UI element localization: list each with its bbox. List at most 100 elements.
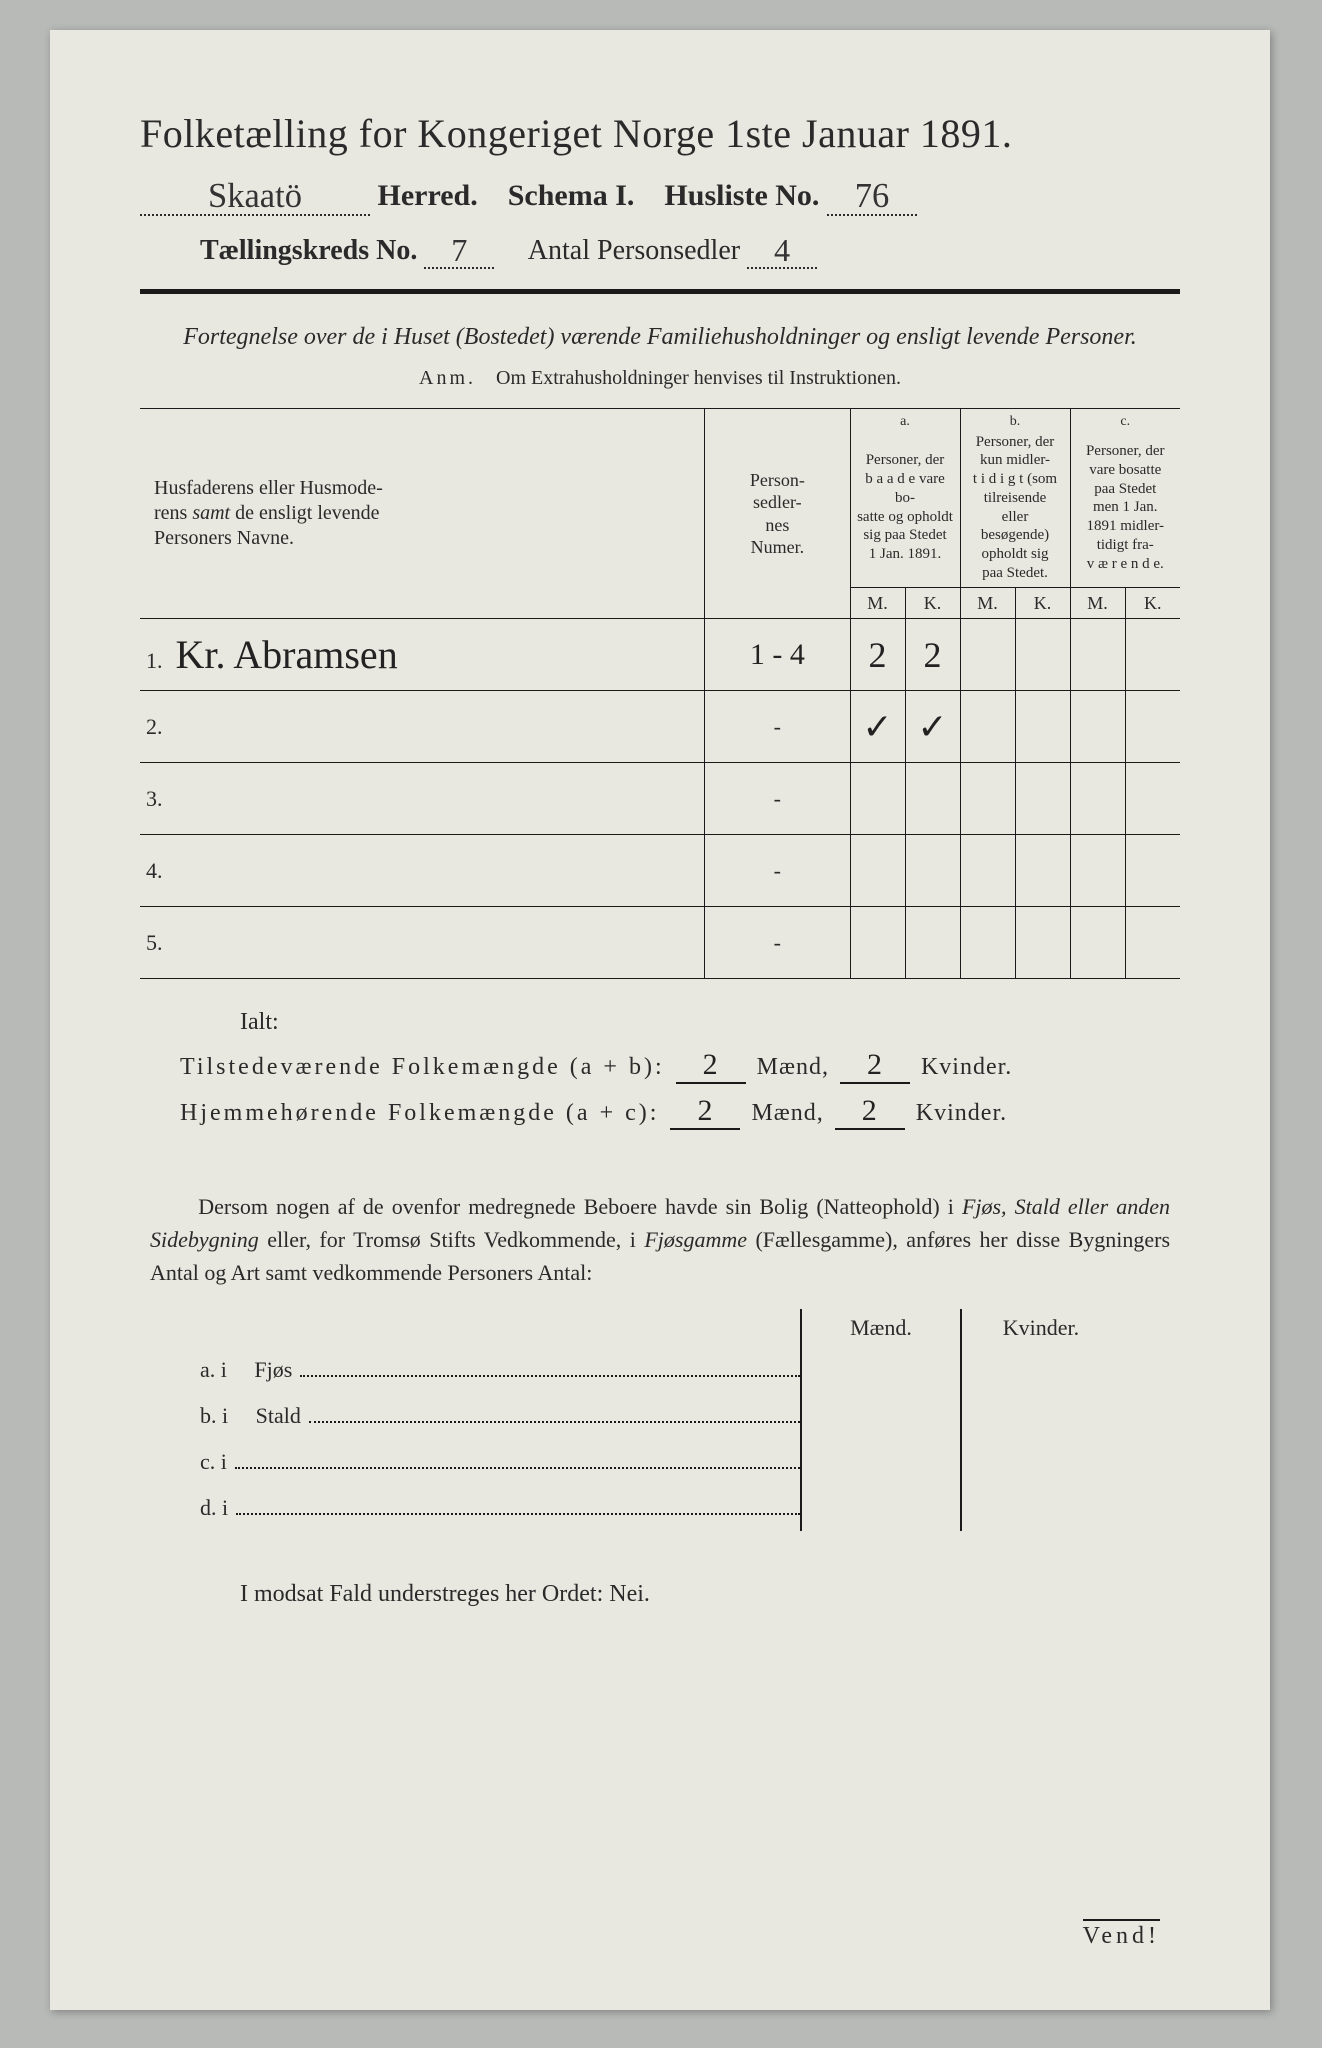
grp-a-body: Personer, derb a a d e vare bo-satte og …: [850, 433, 960, 588]
cell: [850, 763, 905, 835]
cell: [1070, 763, 1125, 835]
herred-value: Skaatö: [140, 175, 370, 216]
maend-label: Mænd,: [751, 1100, 823, 1126]
row-name: Kr. Abramsen: [176, 632, 398, 677]
side-cell: [960, 1393, 1120, 1439]
fjos-paragraph: Dersom nogen af de ovenfor medregnede Be…: [150, 1190, 1170, 1289]
table-row: 5. -: [140, 907, 1180, 979]
side-table: Mænd. Kvinder. a. i Fjøs b. i Stald c. i…: [200, 1309, 1180, 1531]
row-sedler: -: [705, 907, 850, 979]
side-cell: [960, 1347, 1120, 1393]
husliste-label: Husliste No.: [664, 179, 819, 212]
cell: [960, 691, 1015, 763]
cell: [1015, 691, 1070, 763]
cell: [1125, 619, 1180, 691]
census-form-page: Folketælling for Kongeriget Norge 1ste J…: [50, 30, 1270, 2010]
grp-c-body: Personer, dervare bosattepaa Stedetmen 1…: [1070, 433, 1180, 588]
kreds-line: Tællingskreds No. 7 Antal Personsedler 4: [140, 230, 1180, 269]
table-row: 4. -: [140, 835, 1180, 907]
kvinder-label: Kvinder.: [916, 1100, 1007, 1126]
totals-value: 2: [703, 1048, 719, 1081]
c-k: K.: [1125, 587, 1180, 619]
cell: [905, 835, 960, 907]
herred-label: Herred.: [378, 179, 478, 212]
totals-resident: Hjemmehørende Folkemængde (a + c): 2 Mæn…: [180, 1094, 1180, 1130]
row-sedler: -: [705, 835, 850, 907]
row-num: 5.: [146, 930, 170, 956]
cell: ✓: [850, 691, 905, 763]
b-k: K.: [1015, 587, 1070, 619]
cell: 2: [905, 619, 960, 691]
vend-label: Vend!: [1083, 1919, 1160, 1950]
col-names-header: Husfaderens eller Husmode-rens samt de e…: [140, 409, 705, 619]
cell: [1125, 835, 1180, 907]
c-m: M.: [1070, 587, 1125, 619]
cell: [1015, 619, 1070, 691]
side-cell: [800, 1393, 960, 1439]
form-subtitle: Fortegnelse over de i Huset (Bostedet) v…: [180, 322, 1140, 353]
totals-value: 2: [867, 1048, 883, 1081]
totals-value: 2: [697, 1094, 713, 1127]
side-cell: [960, 1439, 1120, 1485]
side-cell: [960, 1485, 1120, 1531]
table-row: 3. -: [140, 763, 1180, 835]
side-cell: [800, 1347, 960, 1393]
side-cell: [800, 1439, 960, 1485]
side-row: b. i Stald: [200, 1393, 800, 1439]
side-cell: [800, 1485, 960, 1531]
maend-label: Mænd,: [757, 1054, 829, 1080]
totals-value: 2: [862, 1094, 878, 1127]
row-sedler: -: [705, 691, 850, 763]
side-maend-header: Mænd.: [800, 1309, 960, 1347]
cell: [960, 907, 1015, 979]
cell: [905, 907, 960, 979]
cell: [1070, 691, 1125, 763]
cell: [1125, 907, 1180, 979]
cell: ✓: [905, 691, 960, 763]
row-sedler: -: [705, 763, 850, 835]
heavy-rule: [140, 289, 1180, 294]
b-m: M.: [960, 587, 1015, 619]
kvinder-label: Kvinder.: [921, 1054, 1012, 1080]
husliste-value: 76: [827, 175, 917, 216]
census-table: Husfaderens eller Husmode-rens samt de e…: [140, 408, 1180, 979]
side-row: a. i Fjøs: [200, 1347, 800, 1393]
totals-present: Tilstedeværende Folkemængde (a + b): 2 M…: [180, 1048, 1180, 1084]
cell: [1125, 763, 1180, 835]
side-row: d. i: [200, 1485, 800, 1531]
table-row: 2. - ✓ ✓: [140, 691, 1180, 763]
totals-label: Hjemmehørende Folkemængde (a + c):: [180, 1100, 659, 1126]
grp-a-top: a.: [850, 409, 960, 433]
side-row: c. i: [200, 1439, 800, 1485]
cell: [1015, 763, 1070, 835]
cell: [1015, 907, 1070, 979]
ialt-label: Ialt:: [240, 1009, 1180, 1036]
cell: [1070, 835, 1125, 907]
a-m: M.: [850, 587, 905, 619]
schema-label: Schema I.: [508, 179, 635, 212]
col-sedler-header: Person-sedler-nesNumer.: [705, 409, 850, 619]
cell: [960, 619, 1015, 691]
grp-b-body: Personer, derkun midler-t i d i g t (som…: [960, 433, 1070, 588]
grp-b-top: b.: [960, 409, 1070, 433]
side-kvinder-header: Kvinder.: [960, 1309, 1120, 1347]
cell: [1015, 835, 1070, 907]
anm-line: Anm. Om Extrahusholdninger henvises til …: [140, 367, 1180, 390]
cell: [960, 763, 1015, 835]
cell: [905, 763, 960, 835]
row-sedler: 1 - 4: [705, 619, 850, 691]
table-row: 1. Kr. Abramsen 1 - 4 2 2: [140, 619, 1180, 691]
cell: [960, 835, 1015, 907]
kreds-value: 7: [424, 230, 494, 269]
cell: [1070, 907, 1125, 979]
herred-line: Skaatö Herred. Schema I. Husliste No. 76: [140, 175, 1180, 216]
kreds-label: Tællingskreds No.: [200, 235, 417, 266]
row-num: 2.: [146, 714, 170, 740]
row-num: 1.: [146, 648, 170, 674]
antal-value: 4: [747, 230, 817, 269]
totals-label: Tilstedeværende Folkemængde (a + b):: [180, 1054, 665, 1080]
grp-c-top: c.: [1070, 409, 1180, 433]
a-k: K.: [905, 587, 960, 619]
cell: 2: [850, 619, 905, 691]
row-num: 4.: [146, 858, 170, 884]
